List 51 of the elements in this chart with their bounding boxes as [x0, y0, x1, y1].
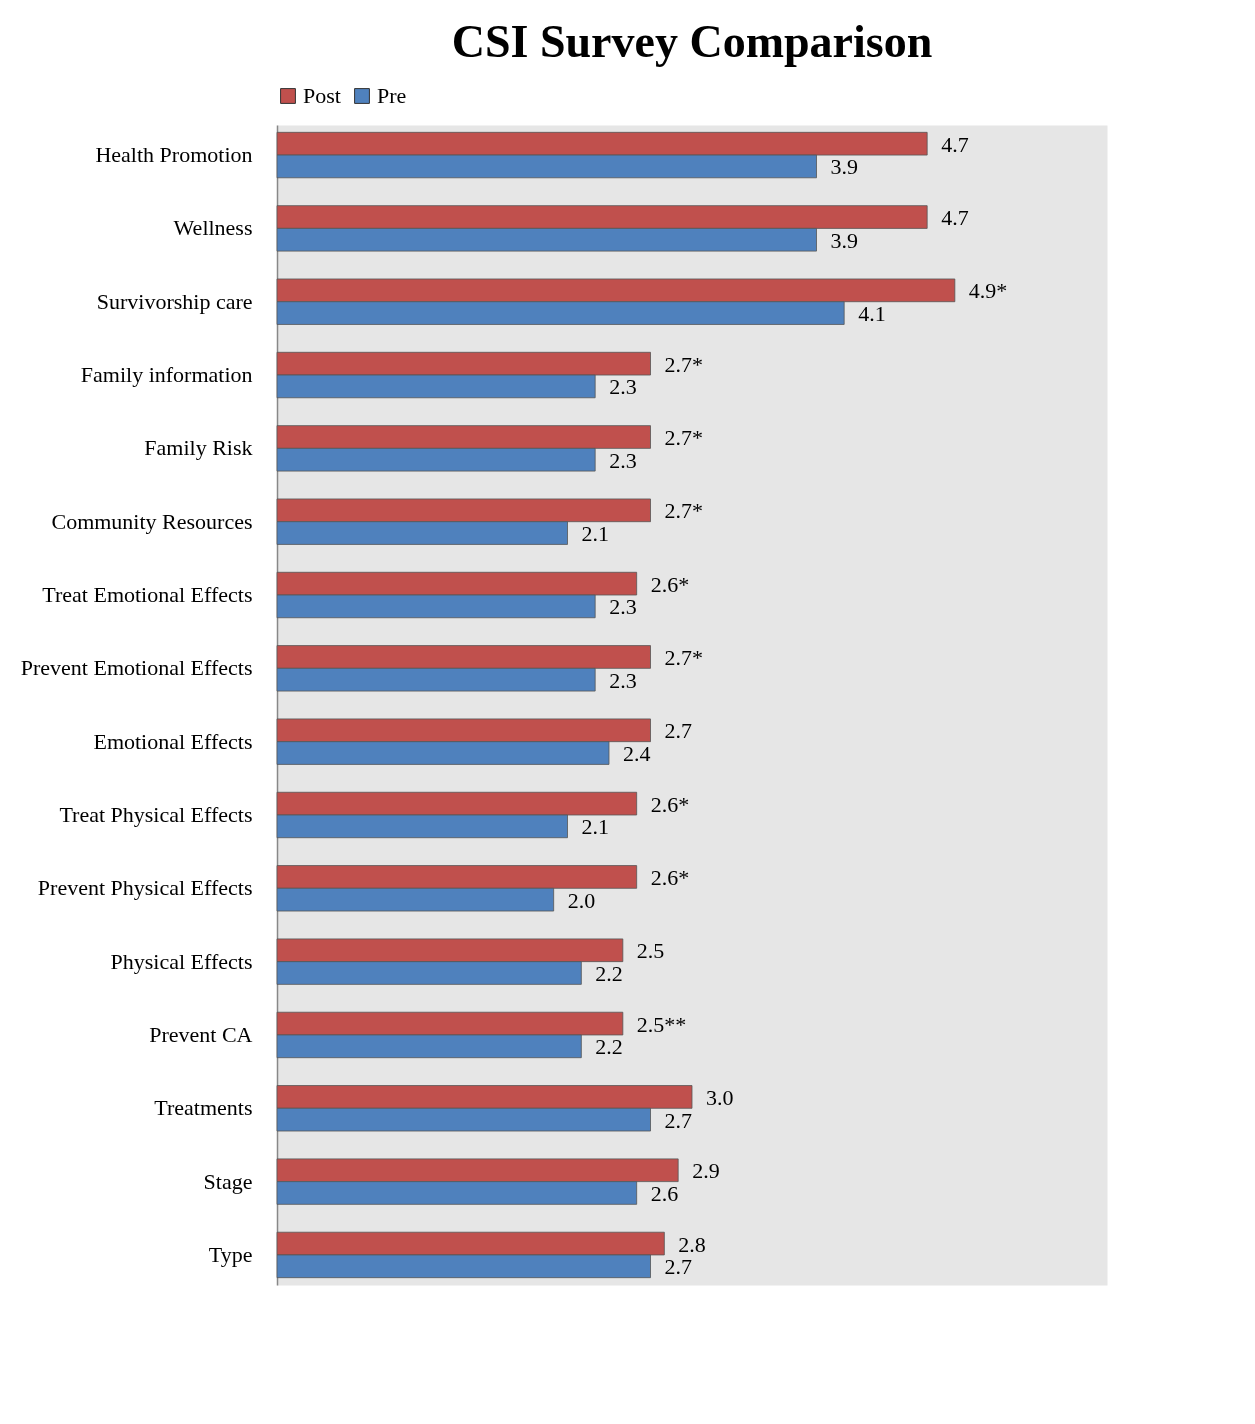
data-label: 2.3	[609, 667, 637, 693]
data-label: 2.7*	[664, 644, 703, 670]
data-label: 2.1	[581, 814, 609, 840]
y-tick-label: Community Resources	[51, 508, 253, 534]
y-tick-label: Family information	[80, 362, 253, 388]
legend-label: Post	[303, 83, 341, 108]
data-label: 2.5	[636, 938, 665, 964]
data-label: 2.6*	[650, 571, 690, 597]
data-label: 3.0	[706, 1084, 734, 1110]
data-label: 3.9	[830, 227, 858, 253]
legend-label: Pre	[377, 83, 407, 108]
y-tick-label: Emotional Effects	[93, 728, 253, 754]
y-tick-label: Wellness	[173, 215, 253, 241]
data-label: 4.1	[858, 301, 886, 327]
data-label: 2.7*	[664, 425, 703, 450]
data-label: 2.9	[692, 1158, 720, 1184]
data-label: 2.6	[650, 1180, 679, 1206]
data-label: 3.9	[830, 154, 858, 180]
data-label: 2.6*	[650, 791, 690, 817]
y-tick-label: Physical Effects	[110, 948, 253, 974]
data-label: 2.7*	[664, 498, 703, 524]
y-tick-label: Prevent Emotional Effects	[20, 655, 253, 681]
data-label: 2.0	[567, 887, 596, 913]
data-label: 2.7	[664, 1254, 692, 1280]
data-label: 2.3	[609, 374, 637, 400]
data-label: 2.6*	[650, 864, 690, 890]
data-label: 2.8	[678, 1231, 706, 1257]
y-tick-label: Prevent CA	[149, 1021, 253, 1047]
data-label: 2.7*	[664, 351, 703, 377]
y-tick-label: Family Risk	[144, 435, 253, 461]
y-tick-label: Health Promotion	[95, 142, 253, 168]
data-label: 2.2	[595, 1034, 623, 1060]
y-tick-label: Treat Emotional Effects	[42, 582, 253, 608]
y-tick-label: Treatments	[154, 1095, 253, 1121]
data-label: 2.3	[609, 447, 637, 473]
y-tick-label: Treat Physical Effects	[59, 801, 253, 827]
data-label: 2.5**	[636, 1011, 687, 1037]
data-label: 2.3	[609, 594, 637, 620]
data-label: 2.7	[664, 718, 692, 744]
y-tick-label: Survivorship care	[96, 288, 253, 314]
data-label: 4.9*	[968, 278, 1008, 304]
y-tick-label: Prevent Physical Effects	[37, 875, 253, 901]
y-tick-label: Stage	[203, 1168, 253, 1194]
data-label: 2.7	[664, 1107, 692, 1133]
data-label: 4.7	[941, 205, 969, 231]
chart-title: CSI Survey Comparison	[451, 16, 933, 67]
data-label: 2.1	[581, 521, 609, 547]
data-label: 2.4	[623, 741, 651, 767]
y-tick-label: Type	[208, 1241, 253, 1267]
data-label: 2.2	[595, 961, 623, 986]
data-label: 4.7	[941, 131, 969, 157]
